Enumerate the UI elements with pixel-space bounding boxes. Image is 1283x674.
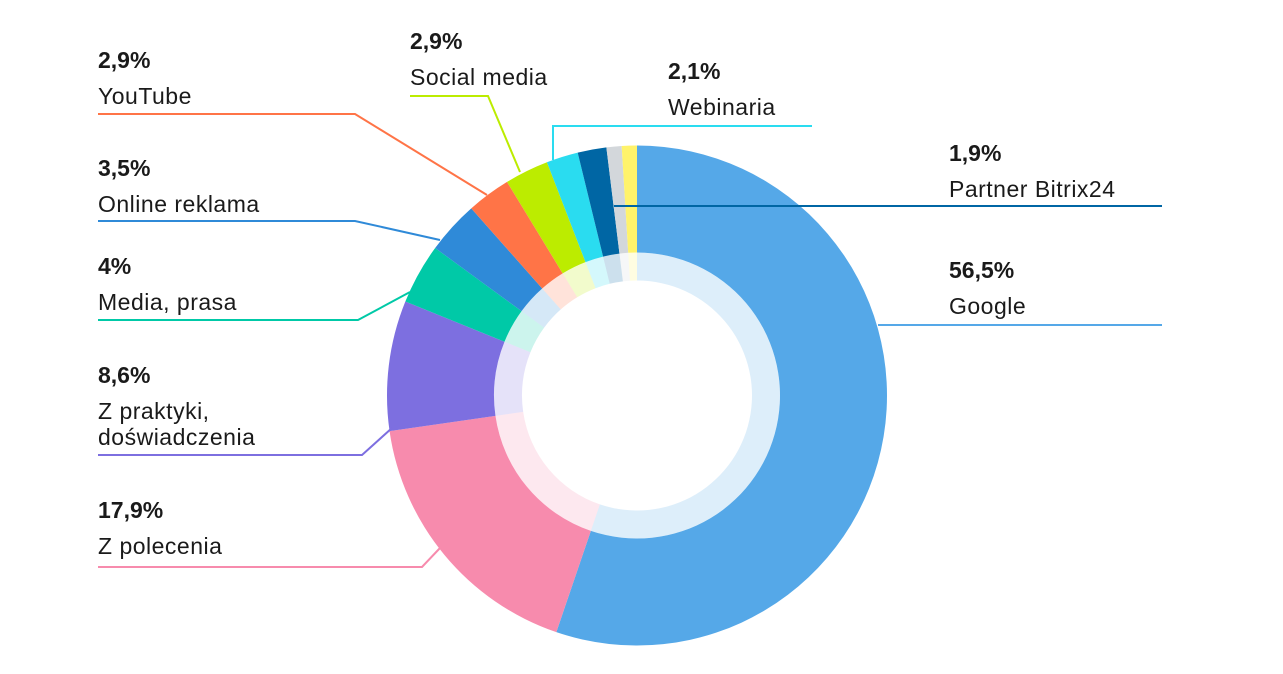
inner-ring-z-polecenia (495, 411, 600, 531)
value-label: 8,6% (98, 362, 151, 388)
leader-line-youtube (98, 113, 488, 196)
category-label: Media, prasa (98, 289, 237, 315)
slice-google (556, 145, 887, 646)
value-label: 3,5% (98, 155, 151, 181)
label-social-media: 2,9% Social media (410, 28, 548, 90)
inner-ring-youtube (542, 273, 578, 310)
label-z-polecenia: 17,9% Z polecenia (98, 497, 222, 559)
label-online-reklama: 3,5% Online reklama (98, 155, 260, 217)
category-label-line-2: doświadczenia (98, 424, 256, 450)
label-google: 56,5% Google (949, 257, 1026, 319)
slice-unlabeled-9 (606, 145, 629, 254)
label-z-praktyki: 8,6% Z praktyki, doświadczenia (98, 362, 255, 450)
slice-webinaria (546, 152, 604, 263)
label-webinaria: 2,1% Webinaria (668, 58, 776, 120)
category-label: Webinaria (668, 94, 776, 120)
label-youtube: 2,9% YouTube (98, 47, 192, 109)
value-label: 56,5% (949, 257, 1015, 283)
leader-line-z-praktyki (98, 427, 393, 456)
label-partner-bitrix24: 1,9% Partner Bitrix24 (949, 140, 1116, 202)
category-label-line-1: Z praktyki, (98, 398, 210, 424)
leader-line-media-prasa (98, 291, 411, 321)
slice-unlabeled-10 (621, 145, 637, 253)
value-label: 17,9% (98, 497, 164, 523)
slice-media-prasa (405, 247, 522, 342)
category-label: Google (949, 293, 1027, 319)
inner-ring-social-media (562, 262, 596, 298)
slice-social-media (507, 162, 586, 274)
leader-line-z-polecenia (98, 547, 441, 568)
slice-z-polecenia (389, 415, 591, 633)
inner-ring-unlabeled-9 (619, 252, 630, 282)
leader-line-webinaria (552, 125, 812, 160)
category-label: Online reklama (98, 191, 260, 217)
inner-ring-webinaria (585, 256, 610, 289)
category-label: Social media (410, 64, 548, 90)
value-label: 2,9% (98, 47, 151, 73)
category-label: Z polecenia (98, 533, 223, 559)
value-label: 4% (98, 253, 132, 279)
slice-online-reklama (435, 208, 543, 312)
inner-ring-partner-bitrix24 (603, 253, 623, 284)
slice-partner-bitrix24 (577, 147, 620, 257)
inner-ring-google (590, 252, 780, 539)
value-label: 2,1% (668, 58, 721, 84)
slice-youtube (471, 181, 563, 289)
inner-ring-online-reklama (521, 288, 561, 328)
value-label: 2,9% (410, 28, 463, 54)
inner-ring-unlabeled-10 (628, 252, 637, 281)
category-label: YouTube (98, 83, 192, 109)
label-media-prasa: 4% Media, prasa (98, 253, 237, 315)
inner-ring-media-prasa (504, 311, 545, 353)
inner-ring-z-praktyki-do-wiadczenia (494, 341, 531, 416)
leader-line-online-reklama (98, 220, 441, 241)
slice-z-praktyki-do-wiadczenia (387, 301, 505, 432)
leader-line-social-media (410, 95, 521, 173)
value-label: 1,9% (949, 140, 1002, 166)
category-label: Partner Bitrix24 (949, 176, 1116, 202)
